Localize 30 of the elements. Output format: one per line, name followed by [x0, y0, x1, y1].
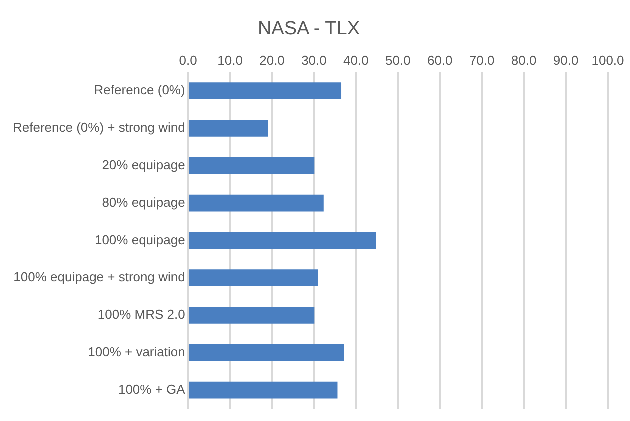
x-tick-label: 60.0	[427, 53, 453, 68]
y-tick-label: Reference (0%)	[94, 82, 186, 98]
bar	[189, 232, 376, 250]
bar	[189, 382, 338, 399]
bar	[189, 120, 268, 137]
bar	[189, 194, 324, 212]
bar	[189, 82, 342, 100]
y-tick-label: 100% + GA	[118, 382, 186, 397]
x-tick-label: 0.0	[179, 53, 198, 68]
x-tick-label: 90.0	[553, 53, 579, 68]
y-tick-label: 100% MRS 2.0	[98, 307, 186, 322]
y-tick-label: 100% + variation	[88, 344, 186, 360]
y-tick-label: Reference (0%) + strong wind	[12, 120, 186, 136]
x-tick-label: 80.0	[511, 53, 537, 68]
x-tick-label: 10.0	[218, 53, 243, 68]
x-tick-label: 20.0	[260, 53, 285, 68]
y-tick-label: 100% equipage	[94, 232, 186, 248]
bar	[189, 307, 315, 324]
bar	[189, 270, 318, 287]
y-tick-label: 80% equipage	[102, 194, 186, 210]
x-tick-label: 70.0	[469, 53, 495, 68]
x-tick-label: 50.0	[386, 53, 411, 68]
x-tick-label: 30.0	[302, 53, 327, 68]
bar	[189, 157, 315, 174]
y-tick-label: 20% equipage	[102, 157, 186, 172]
x-tick-label: 100.0	[592, 53, 624, 68]
chart-title: NASA - TLX	[258, 18, 360, 40]
bar	[189, 344, 344, 362]
x-tick-label: 40.0	[344, 53, 369, 68]
y-tick-label: 100% equipage + strong wind	[14, 270, 186, 285]
